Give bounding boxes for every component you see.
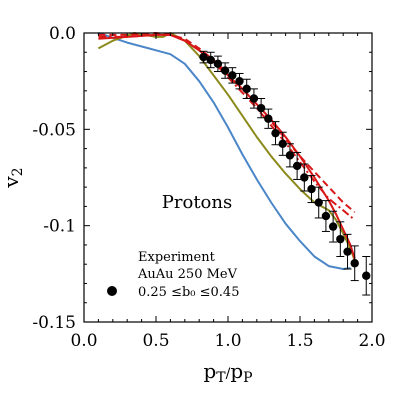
data-point [328, 222, 338, 231]
data-point [336, 234, 345, 244]
data-point [249, 94, 259, 103]
data-point [264, 114, 273, 123]
x-tick-label: 1.5 [286, 331, 313, 351]
data-point [256, 103, 266, 113]
data-point [285, 151, 295, 160]
x-tick-label: 1.0 [214, 331, 241, 351]
theory-curve-5 [98, 33, 356, 221]
data-point [292, 161, 302, 171]
data-point [321, 211, 331, 221]
legend-impact-range-label: 0.25 ≤b₀ ≤0.45 [138, 285, 239, 300]
theory-curve-1 [98, 32, 351, 270]
data-point [228, 71, 237, 80]
data-point [300, 173, 309, 182]
data-point [199, 52, 208, 62]
y-axis-title: v2 [0, 167, 26, 188]
data-point [242, 84, 251, 94]
legend-experiment-label: Experiment [138, 250, 216, 265]
axis-ticks: 0.0 0.5 1.0 1.5 2.0 0.0 -0.05 -0.1 -0.15 [32, 24, 385, 351]
y-tick-label: 0.0 [49, 24, 76, 44]
x-tick-label: 0.5 [142, 331, 169, 351]
data-point [235, 76, 244, 86]
y-tick-label: -0.1 [43, 217, 76, 237]
data-point [343, 247, 352, 256]
legend: Experiment AuAu 250 MeV 0.25 ≤b₀ ≤0.45 [107, 250, 239, 300]
y-tick-label: -0.15 [32, 313, 76, 333]
data-point [307, 184, 316, 194]
data-point [362, 271, 371, 280]
y-tick-label: -0.05 [32, 120, 76, 140]
data-point [213, 59, 223, 69]
theory-curve-2 [97, 32, 356, 261]
legend-system-label: AuAu 250 MeV [137, 267, 238, 282]
data-point [278, 139, 287, 148]
x-axis-title: pT/pP [203, 359, 252, 386]
legend-experiment-marker [107, 286, 117, 296]
data-point [220, 66, 230, 75]
data-point [350, 259, 359, 268]
theory-curve-4 [98, 32, 356, 213]
data-point [206, 55, 215, 65]
x-tick-label: 2.0 [358, 331, 385, 351]
data-point [314, 198, 323, 207]
data-point [271, 128, 280, 138]
experiment-points [199, 52, 371, 280]
x-tick-label: 0.0 [70, 331, 97, 351]
particle-label: Protons [162, 192, 232, 213]
